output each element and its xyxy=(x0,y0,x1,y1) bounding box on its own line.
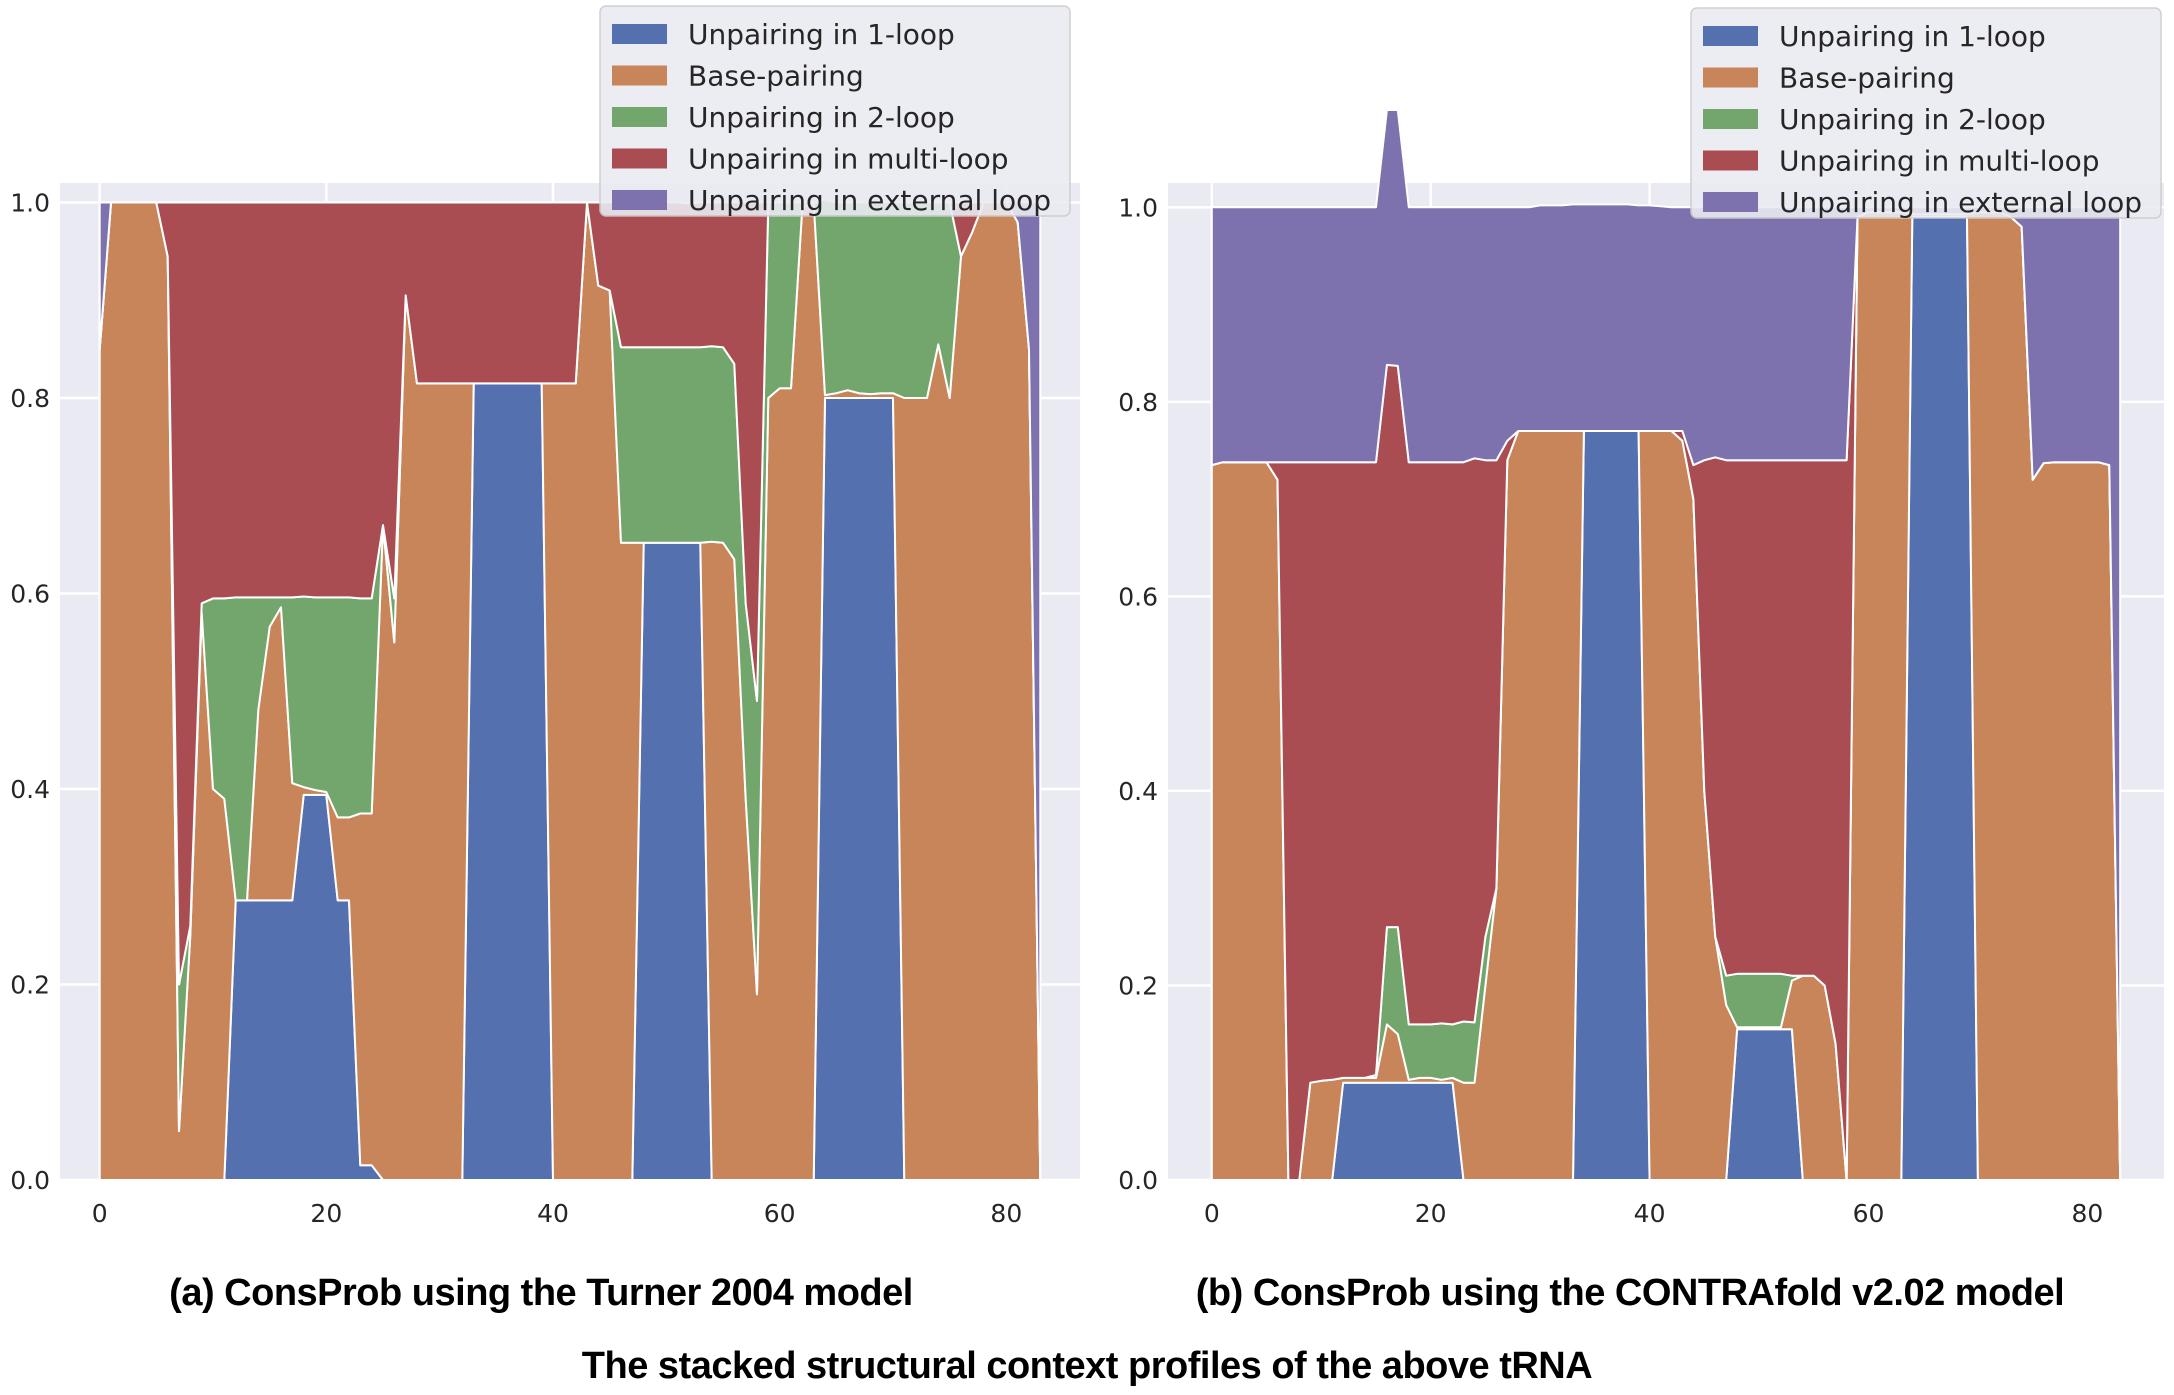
legend-swatch-a-0 xyxy=(612,24,667,44)
legend-label-a-0: Unpairing in 1-loop xyxy=(688,18,955,51)
y-tick-label-a-2: 0.4 xyxy=(10,775,50,804)
x-tick-label-b-2: 40 xyxy=(1634,1199,1666,1228)
y-tick-label-b-1: 0.2 xyxy=(1118,971,1158,1000)
caption-b: (b) ConsProb using the CONTRAfold v2.02 … xyxy=(1196,1272,2064,1314)
legend-box-b xyxy=(1690,7,2162,219)
x-tick-label-b-0: 0 xyxy=(1204,1199,1220,1228)
legend-label-b-3: Unpairing in multi-loop xyxy=(1779,145,2100,178)
y-tick-label-a-5: 1.0 xyxy=(10,189,50,218)
y-tick-label-b-3: 0.6 xyxy=(1118,582,1158,611)
legend-label-a-3: Unpairing in multi-loop xyxy=(688,143,1009,176)
y-tick-label-a-4: 0.8 xyxy=(10,384,50,413)
chart-panel-b: 0 20 40 60 80 0.0 0.2 0.4 0.6 0.8 1.0 Unpairing in… xyxy=(1118,7,2164,1228)
legend-box-a xyxy=(599,5,1071,217)
y-tick-label-b-0: 0.0 xyxy=(1118,1166,1158,1195)
x-tick-label-b-1: 20 xyxy=(1415,1199,1447,1228)
legend-swatch-b-1 xyxy=(1703,67,1758,88)
x-tick-label-a-1: 20 xyxy=(310,1199,342,1228)
y-tick-label-a-1: 0.2 xyxy=(10,971,50,1000)
legend-swatch-b-3 xyxy=(1703,150,1758,171)
legend-label-b-0: Unpairing in 1-loop xyxy=(1779,20,2046,53)
y-tick-label-b-2: 0.4 xyxy=(1118,777,1158,806)
y-tick-label-b-4: 0.8 xyxy=(1118,388,1158,417)
stacked-areas-a xyxy=(98,198,1042,1181)
legend-label-b-1: Base-pairing xyxy=(1779,62,1955,95)
legend-swatch-a-4 xyxy=(612,190,667,210)
legend-swatch-a-3 xyxy=(612,148,667,169)
x-tick-label-a-3: 60 xyxy=(764,1199,796,1228)
legend-label-a-2: Unpairing in 2-loop xyxy=(688,101,955,134)
legend-label-a-4: Unpairing in external loop xyxy=(688,184,1051,217)
legend-swatch-a-2 xyxy=(612,107,667,127)
area-series-b-4 xyxy=(1210,109,2122,1181)
caption-a: (a) ConsProb using the Turner 2004 model xyxy=(169,1272,913,1314)
area-series-a-4 xyxy=(98,198,1042,1181)
tick-labels-b: 0 20 40 60 80 0.0 0.2 0.4 0.6 0.8 1.0 xyxy=(1118,193,2103,1228)
figure-caption: The stacked structural context profiles … xyxy=(582,1345,1592,1387)
x-tick-label-b-4: 80 xyxy=(2071,1199,2103,1228)
legend-label-a-1: Base-pairing xyxy=(688,60,864,93)
legend-label-b-4: Unpairing in external loop xyxy=(1779,186,2142,219)
x-tick-label-a-0: 0 xyxy=(92,1199,108,1228)
x-tick-label-b-3: 60 xyxy=(1853,1199,1885,1228)
stacked-areas-b xyxy=(1210,109,2122,1181)
legend-swatch-b-2 xyxy=(1703,109,1758,129)
chart-panel-a: 0 20 40 60 80 0.0 0.2 0.4 0.6 0.8 1.0 Unpairing in… xyxy=(10,5,1080,1228)
x-tick-label-a-2: 40 xyxy=(537,1199,569,1228)
tick-labels-a: 0 20 40 60 80 0.0 0.2 0.4 0.6 0.8 1.0 xyxy=(10,189,1022,1228)
legend-a: Unpairing in 1-loop Base-pairing Unpairing… xyxy=(599,5,1071,217)
legend-swatch-a-1 xyxy=(612,65,667,86)
y-tick-label-b-5: 1.0 xyxy=(1118,193,1158,222)
y-tick-label-a-3: 0.6 xyxy=(10,580,50,609)
legend-swatch-b-0 xyxy=(1703,26,1758,46)
x-tick-label-a-4: 80 xyxy=(990,1199,1022,1228)
legend-label-b-2: Unpairing in 2-loop xyxy=(1779,103,2046,136)
legend-b: Unpairing in 1-loop Base-pairing Unpairing… xyxy=(1690,7,2162,219)
y-tick-label-a-0: 0.0 xyxy=(10,1166,50,1195)
legend-swatch-b-4 xyxy=(1703,192,1758,212)
